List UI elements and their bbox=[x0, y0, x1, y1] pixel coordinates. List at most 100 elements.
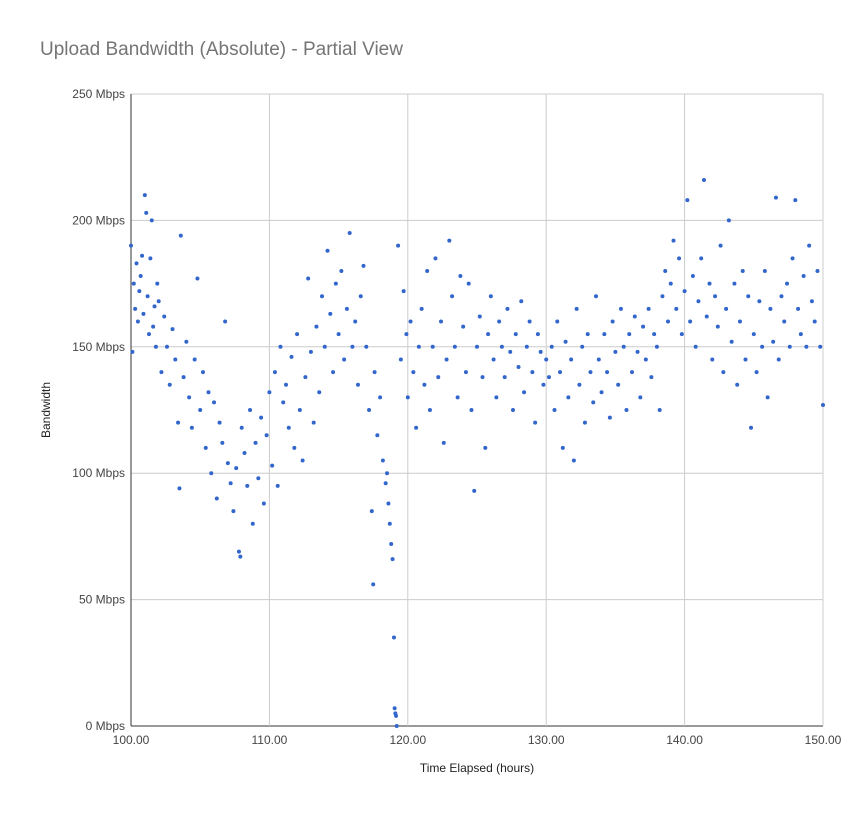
data-point bbox=[807, 243, 812, 248]
data-point bbox=[544, 357, 549, 362]
data-point bbox=[477, 314, 482, 319]
data-point bbox=[389, 541, 394, 546]
gridlines bbox=[130, 93, 824, 727]
data-point bbox=[259, 415, 264, 420]
data-point bbox=[347, 231, 352, 236]
data-point bbox=[713, 294, 718, 299]
data-point bbox=[131, 281, 136, 286]
data-point bbox=[231, 509, 236, 514]
data-point bbox=[170, 327, 175, 332]
data-point bbox=[596, 357, 601, 362]
data-point bbox=[181, 375, 186, 380]
data-point bbox=[189, 425, 194, 430]
data-point bbox=[646, 306, 651, 311]
data-point bbox=[385, 471, 390, 476]
data-point bbox=[665, 319, 670, 324]
data-point bbox=[270, 463, 275, 468]
data-point bbox=[751, 332, 756, 337]
data-point bbox=[371, 582, 376, 587]
data-point bbox=[726, 218, 731, 223]
data-point bbox=[627, 332, 632, 337]
x-tick-label: 140.00 bbox=[666, 733, 703, 747]
data-point bbox=[821, 402, 825, 407]
data-point bbox=[710, 357, 715, 362]
data-point bbox=[311, 420, 316, 425]
data-point bbox=[300, 458, 305, 463]
data-point bbox=[735, 382, 740, 387]
data-point bbox=[361, 263, 366, 268]
data-point bbox=[281, 400, 286, 405]
data-point bbox=[641, 324, 646, 329]
data-point bbox=[558, 370, 563, 375]
data-point bbox=[472, 488, 477, 493]
data-point bbox=[488, 294, 493, 299]
data-point bbox=[228, 481, 233, 486]
data-point bbox=[176, 420, 181, 425]
data-point bbox=[787, 344, 792, 349]
data-point bbox=[245, 483, 250, 488]
data-point bbox=[306, 276, 311, 281]
data-point bbox=[701, 177, 706, 182]
data-point bbox=[408, 319, 413, 324]
data-point bbox=[616, 382, 621, 387]
data-point bbox=[737, 319, 742, 324]
data-point bbox=[746, 294, 751, 299]
data-point bbox=[195, 276, 200, 281]
x-axis-label: Time Elapsed (hours) bbox=[420, 761, 534, 775]
data-point bbox=[566, 395, 571, 400]
data-point bbox=[599, 390, 604, 395]
data-point bbox=[250, 521, 255, 526]
data-point bbox=[164, 344, 169, 349]
data-point bbox=[322, 344, 327, 349]
data-point bbox=[419, 306, 424, 311]
data-point bbox=[649, 375, 654, 380]
data-point bbox=[383, 481, 388, 486]
data-point bbox=[130, 349, 135, 354]
data-point bbox=[804, 344, 809, 349]
data-point bbox=[541, 382, 546, 387]
data-point bbox=[278, 344, 283, 349]
data-point bbox=[314, 324, 319, 329]
data-point bbox=[234, 466, 239, 471]
data-point bbox=[212, 400, 217, 405]
data-point bbox=[574, 306, 579, 311]
data-point bbox=[502, 375, 507, 380]
data-point bbox=[768, 306, 773, 311]
data-point bbox=[350, 344, 355, 349]
data-point bbox=[461, 324, 466, 329]
data-point bbox=[624, 408, 629, 412]
data-point bbox=[253, 440, 258, 445]
data-point bbox=[430, 344, 435, 349]
data-point bbox=[425, 268, 430, 273]
data-point bbox=[499, 344, 504, 349]
data-point bbox=[135, 319, 140, 324]
data-point bbox=[200, 370, 205, 375]
data-point bbox=[344, 306, 349, 311]
data-point bbox=[796, 306, 801, 311]
data-point bbox=[510, 408, 515, 412]
data-point bbox=[248, 408, 253, 412]
data-point bbox=[729, 339, 734, 344]
data-point bbox=[444, 357, 449, 362]
data-point bbox=[177, 486, 182, 491]
data-point bbox=[396, 243, 401, 248]
data-point bbox=[286, 425, 291, 430]
data-point bbox=[740, 268, 745, 273]
data-point bbox=[776, 357, 781, 362]
y-tick-label: 200 Mbps bbox=[72, 213, 125, 227]
data-point bbox=[522, 390, 527, 395]
data-point bbox=[142, 193, 147, 198]
data-point bbox=[533, 420, 538, 425]
data-point bbox=[336, 332, 341, 337]
data-point bbox=[630, 370, 635, 375]
data-point bbox=[392, 706, 397, 711]
data-point bbox=[264, 433, 269, 438]
data-point bbox=[657, 408, 662, 412]
data-point bbox=[145, 294, 150, 299]
data-point bbox=[220, 440, 225, 445]
data-point bbox=[159, 370, 164, 375]
data-point bbox=[671, 238, 676, 243]
data-point bbox=[146, 332, 151, 337]
data-point bbox=[217, 420, 222, 425]
data-point bbox=[762, 268, 767, 273]
